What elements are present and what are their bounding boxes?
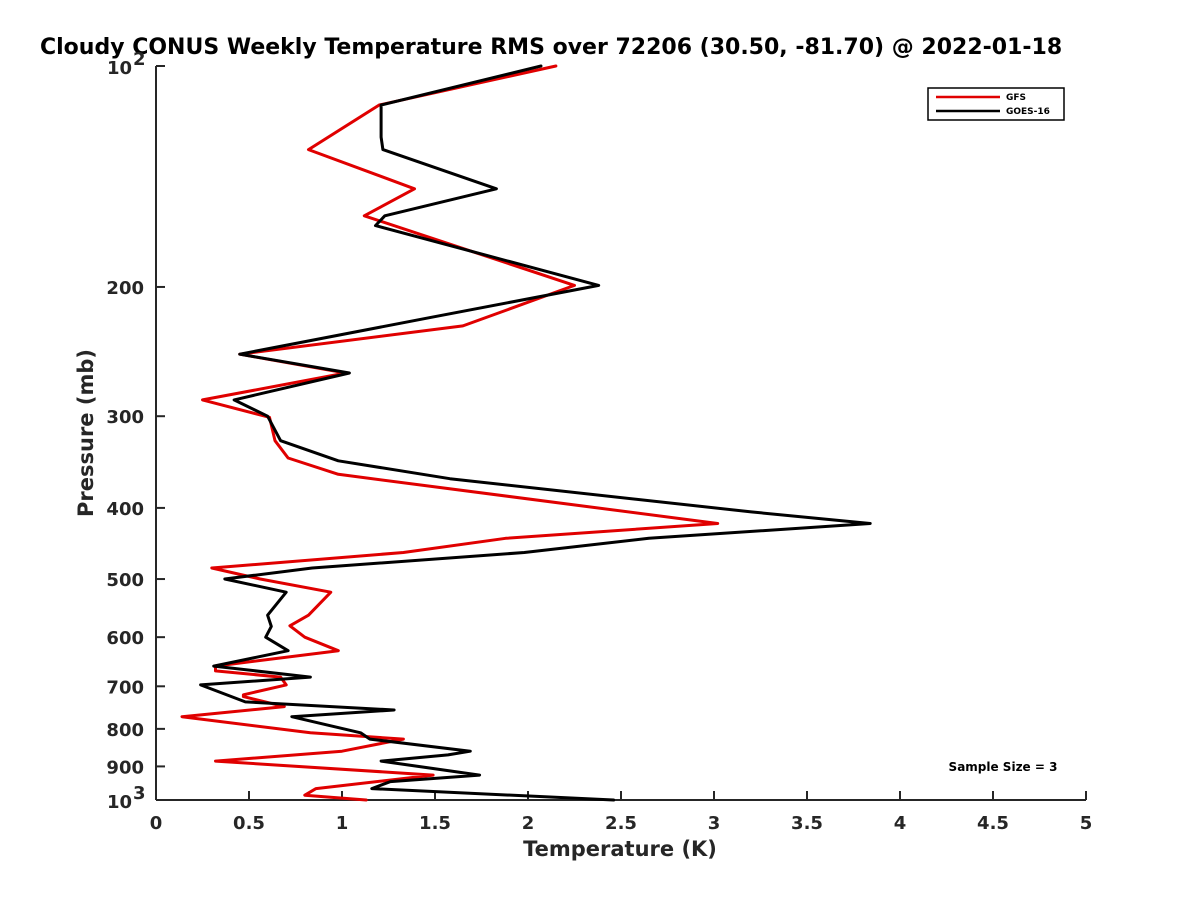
data-series: [180, 64, 872, 802]
x-axis-label: Temperature (K): [523, 837, 717, 861]
series-line-gfs: [180, 64, 720, 802]
x-tick-label: 3.5: [791, 813, 823, 834]
y-tick-label: 700: [106, 677, 144, 698]
y-tick-label: 900: [106, 757, 144, 778]
chart-title: Cloudy CONUS Weekly Temperature RMS over…: [40, 35, 1062, 60]
axes: 0 0.5 1 1.5 2 2.5 3 3.5 4 4.5 510 22003004005006007…: [106, 49, 1092, 834]
series-line-goes-16: [199, 64, 872, 802]
y-tick-label: 10: [107, 58, 132, 79]
x-tick-label: 4.5: [977, 813, 1009, 834]
x-tick-label: 3: [708, 813, 721, 834]
y-tick-label: 400: [106, 499, 144, 520]
legend: GFS GOES-16: [927, 87, 1065, 121]
y-tick-label: 300: [106, 407, 144, 428]
x-tick-label: 0: [150, 813, 163, 834]
y-tick-exponent: 2: [133, 49, 146, 70]
y-tick-label: 600: [106, 628, 144, 649]
x-tick-label: 1.5: [419, 813, 451, 834]
sample-size-annotation: Sample Size = 3: [949, 760, 1058, 774]
x-tick-label: 0.5: [233, 813, 265, 834]
y-tick-label: 500: [106, 570, 144, 591]
x-tick-label: 2.5: [605, 813, 637, 834]
x-tick-label: 5: [1080, 813, 1093, 834]
x-tick-label: 2: [522, 813, 535, 834]
y-tick-label: 800: [106, 720, 144, 741]
legend-box: [927, 87, 1065, 121]
y-axis-label: Pressure (mb): [74, 349, 98, 517]
y-tick-label: 10: [107, 792, 132, 813]
y-tick-exponent: 3: [133, 783, 146, 804]
legend-label-goes-16: GOES-16: [1006, 107, 1050, 117]
legend-label-gfs: GFS: [1006, 93, 1026, 103]
y-tick-label: 200: [106, 278, 144, 299]
x-tick-label: 4: [894, 813, 907, 834]
x-tick-label: 1: [336, 813, 349, 834]
